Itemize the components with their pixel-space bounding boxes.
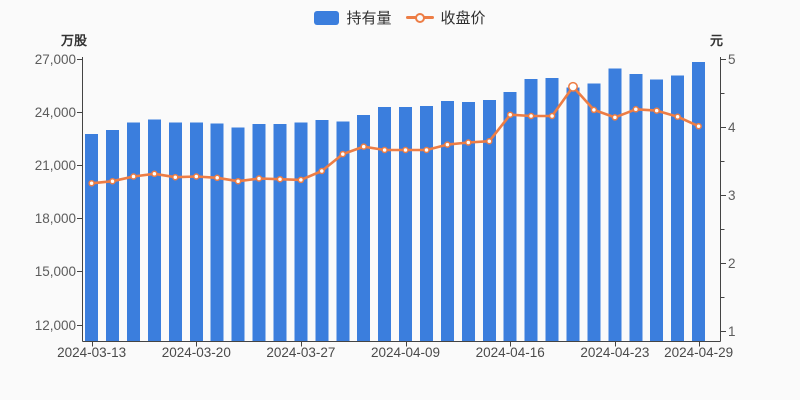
close-price-marker[interactable] [151,170,158,178]
close-price-marker[interactable] [381,146,388,154]
x-axis-tick-label: 2024-03-13 [57,345,126,360]
close-price-marker[interactable] [88,180,95,187]
close-price-marker[interactable] [527,112,535,120]
close-price-marker[interactable] [465,139,472,146]
y-axis-left-tick-label: 21,000 [35,158,76,173]
holdings-bar[interactable] [524,78,538,342]
y-axis-left-tick-label: 15,000 [35,264,76,279]
close-price-marker[interactable] [360,143,367,150]
holdings-bar[interactable] [671,75,685,342]
holdings-swatch-icon [314,10,340,25]
x-axis-tick-label: 2024-03-20 [162,345,231,360]
y-axis-right-tick-label: 2 [728,256,736,271]
close-price-legend-label: 收盘价 [440,10,486,27]
y-axis-left-tick-label: 24,000 [35,105,76,120]
close-price-marker[interactable] [339,150,347,158]
close-price-marker[interactable] [109,177,116,185]
legend-item-close-price[interactable]: 收盘价 [405,7,486,28]
y-axis-right-tick-label: 4 [728,120,736,135]
holdings-bar[interactable] [168,122,182,342]
holdings-bar[interactable] [127,122,140,342]
close-price-marker[interactable] [506,111,514,118]
holdings-bar[interactable] [106,130,119,342]
close-price-marker[interactable] [590,106,598,114]
holdings-bar[interactable] [357,114,371,342]
y-axis-right-tick-label: 1 [728,324,736,339]
holdings-bar[interactable] [692,62,706,342]
close-price-marker[interactable] [695,122,702,130]
holdings-bar[interactable] [85,134,99,342]
close-price-marker[interactable] [402,146,409,154]
x-axis-tick-label: 2024-03-27 [266,345,335,360]
x-axis-tick-label: 2024-04-16 [476,345,545,360]
holdings-bar[interactable] [587,83,601,342]
close-price-marker[interactable] [193,173,200,180]
holdings-bar[interactable] [378,107,392,342]
y-axis-left-tick-label: 27,000 [35,52,76,67]
close-price-marker[interactable] [130,173,137,180]
x-axis-tick-label: 2024-04-09 [371,345,440,360]
y-axis-left-tick-label: 18,000 [35,211,76,226]
close-price-marker[interactable] [548,112,556,120]
y-axis-left-tick-label: 12,000 [35,318,76,333]
holdings-bar[interactable] [147,119,161,342]
close-price-marker[interactable] [297,176,305,184]
right-axis-unit-label: 元 [710,33,724,48]
legend: 持有量 收盘价 [0,7,800,28]
holdings-legend-label: 持有量 [346,10,392,27]
holdings-bar[interactable] [210,123,224,342]
close-price-marker[interactable] [653,107,660,114]
holdings-bar[interactable] [503,92,517,342]
holdings-bar[interactable] [231,127,245,342]
close-price-marker-emphasized[interactable] [568,81,578,92]
holdings-bar[interactable] [273,124,287,342]
holdings-bar[interactable] [294,122,308,342]
holdings-bar[interactable] [315,119,329,342]
close-price-marker[interactable] [486,137,493,145]
close-price-marker[interactable] [255,175,263,182]
close-price-line-icon [405,11,434,25]
holdings-bar[interactable] [650,79,664,342]
holdings-bar[interactable] [336,121,350,342]
close-price-marker[interactable] [674,113,681,120]
holdings-bar[interactable] [252,124,266,342]
x-axis-tick-label: 2024-04-29 [664,345,733,360]
holdings-bar[interactable] [545,77,559,342]
close-price-marker[interactable] [318,167,326,175]
x-axis-tick-label: 2024-04-23 [580,345,649,360]
close-price-marker[interactable] [213,174,221,182]
y-axis-right-tick-label: 3 [728,188,736,203]
close-price-marker[interactable] [234,177,242,185]
close-price-marker[interactable] [611,114,619,121]
holdings-bar[interactable] [608,68,622,342]
close-price-marker[interactable] [172,173,179,181]
close-price-marker[interactable] [423,146,430,154]
close-price-line[interactable] [90,85,700,185]
y-axis-right-tick-label: 5 [728,52,736,67]
left-axis-unit-label: 万股 [60,33,87,48]
close-price-marker[interactable] [276,175,284,183]
holdings-bar[interactable] [482,99,496,342]
close-price-marker[interactable] [444,141,451,148]
holdings-bar[interactable] [629,73,643,342]
holdings-bar[interactable] [399,107,412,342]
legend-item-holdings[interactable]: 持有量 [314,7,392,28]
close-price-marker[interactable] [632,106,640,113]
holdings-bar[interactable] [440,101,454,342]
holdings-bar[interactable] [461,102,475,342]
holdings-bar[interactable] [420,106,433,342]
holdings-bar[interactable] [566,87,580,342]
holdings-bar[interactable] [189,122,203,342]
